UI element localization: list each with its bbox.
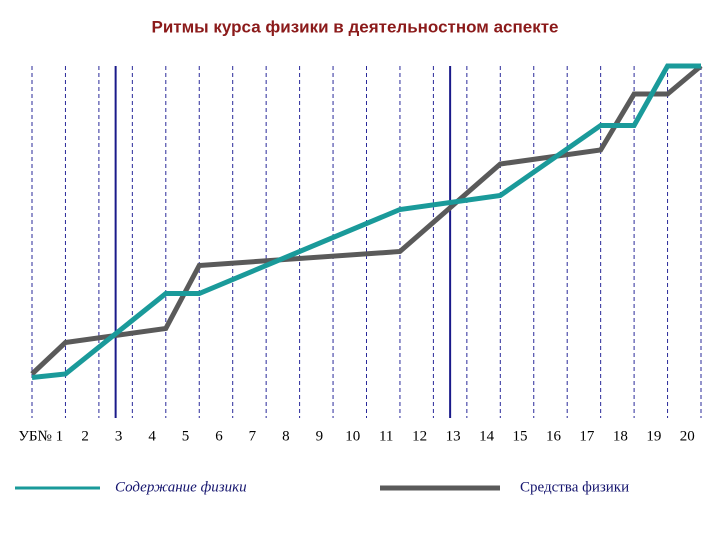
x-tick-label: 4 — [148, 428, 156, 444]
chart-title: Ритмы курса физики в деятельностном аспе… — [151, 17, 558, 36]
x-tick-label: 3 — [115, 428, 123, 444]
x-tick-label: 6 — [215, 428, 223, 444]
x-tick-label: 9 — [316, 428, 324, 444]
series-line — [31, 63, 701, 380]
x-tick-label: 11 — [379, 428, 393, 444]
legend-label: Содержание физики — [115, 479, 247, 495]
x-tick-label: 8 — [282, 428, 290, 444]
x-tick-label: 14 — [479, 428, 495, 444]
x-tick-label: УБ№ 1 — [18, 428, 63, 444]
x-tick-label: 13 — [446, 428, 461, 444]
x-tick-label: 5 — [182, 428, 190, 444]
x-tick-label: 15 — [513, 428, 528, 444]
x-tick-label: 19 — [646, 428, 661, 444]
x-tick-label: 17 — [579, 428, 595, 444]
x-tick-label: 2 — [81, 428, 89, 444]
x-tick-label: 16 — [546, 428, 562, 444]
x-tick-label: 12 — [412, 428, 427, 444]
x-tick-label: 20 — [680, 428, 695, 444]
x-tick-label: 7 — [249, 428, 257, 444]
x-tick-label: 18 — [613, 428, 628, 444]
x-tick-label: 10 — [345, 428, 360, 444]
legend-label: Средства физики — [520, 479, 629, 495]
